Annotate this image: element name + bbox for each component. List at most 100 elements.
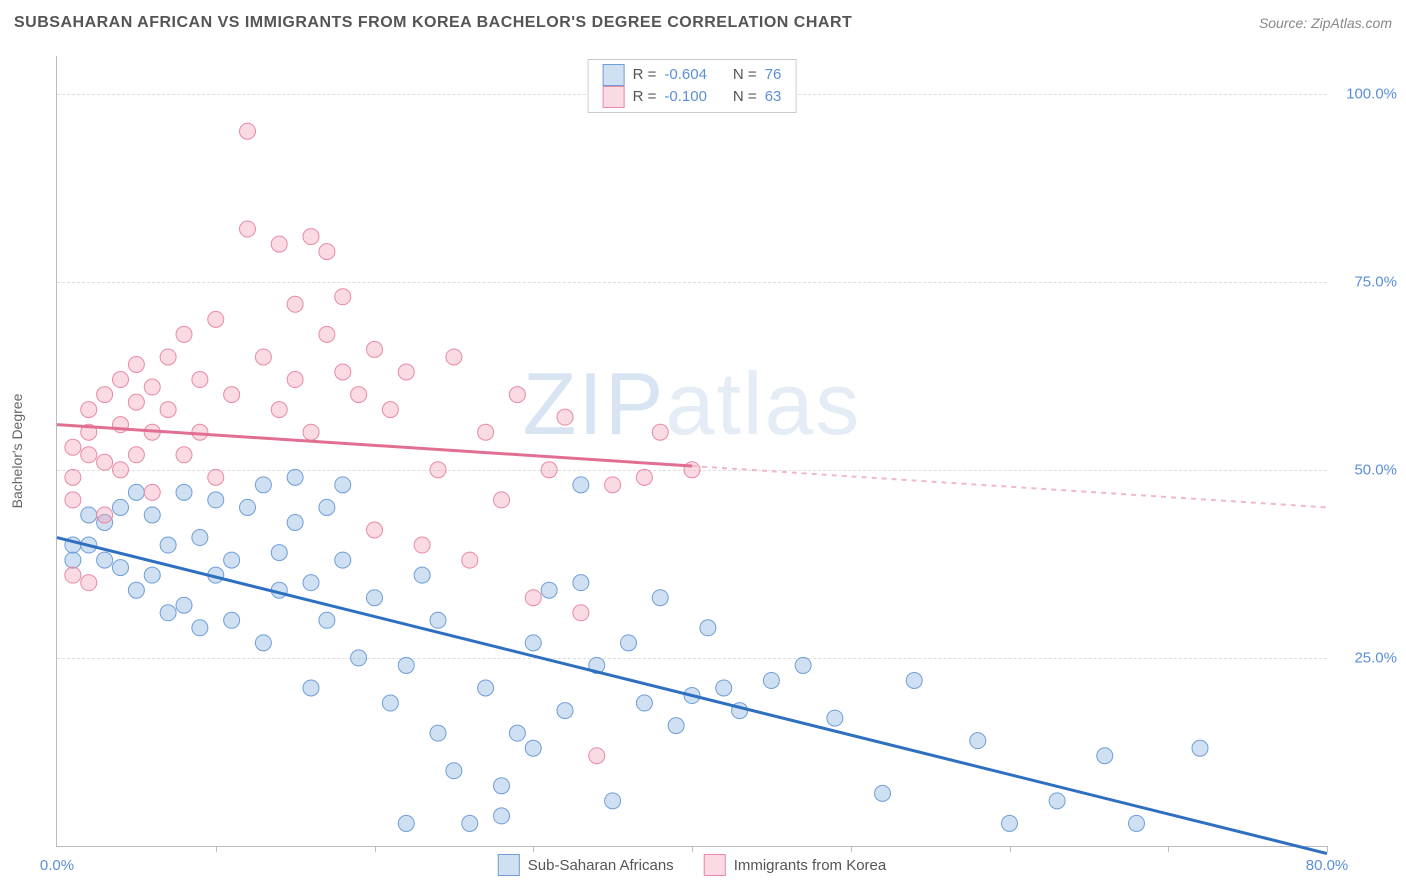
scatter-point xyxy=(1192,740,1208,756)
scatter-point xyxy=(176,447,192,463)
scatter-point xyxy=(414,537,430,553)
scatter-point xyxy=(335,552,351,568)
scatter-point xyxy=(319,499,335,515)
chart-title: SUBSAHARAN AFRICAN VS IMMIGRANTS FROM KO… xyxy=(14,14,852,32)
legend-series-item: Immigrants from Korea xyxy=(704,854,887,876)
x-tick-label: 80.0% xyxy=(1306,857,1349,874)
scatter-point xyxy=(335,477,351,493)
scatter-point xyxy=(446,349,462,365)
scatter-point xyxy=(160,402,176,418)
scatter-svg xyxy=(57,56,1327,846)
y-tick-label: 75.0% xyxy=(1337,273,1397,290)
trend-line xyxy=(57,425,692,466)
scatter-point xyxy=(557,409,573,425)
scatter-point xyxy=(462,552,478,568)
scatter-point xyxy=(287,372,303,388)
scatter-point xyxy=(621,635,637,651)
x-tick xyxy=(375,846,376,852)
scatter-point xyxy=(367,522,383,538)
scatter-point xyxy=(144,379,160,395)
plot-area: ZIPatlas Bachelor's Degree 25.0%50.0%75.… xyxy=(56,56,1327,847)
scatter-point xyxy=(271,402,287,418)
legend-r-value: -0.100 xyxy=(664,86,707,108)
scatter-point xyxy=(605,477,621,493)
scatter-point xyxy=(398,364,414,380)
scatter-point xyxy=(494,492,510,508)
x-tick-label: 0.0% xyxy=(40,857,74,874)
scatter-point xyxy=(605,793,621,809)
x-tick xyxy=(851,846,852,852)
source-attribution: Source: ZipAtlas.com xyxy=(1259,15,1392,31)
scatter-point xyxy=(636,695,652,711)
scatter-point xyxy=(478,680,494,696)
x-tick xyxy=(533,846,534,852)
scatter-point xyxy=(668,718,684,734)
scatter-point xyxy=(224,612,240,628)
scatter-point xyxy=(398,815,414,831)
legend-r-value: -0.604 xyxy=(664,64,707,86)
scatter-point xyxy=(652,424,668,440)
title-bar: SUBSAHARAN AFRICAN VS IMMIGRANTS FROM KO… xyxy=(14,14,1392,32)
scatter-point xyxy=(430,725,446,741)
legend-correlation: R =-0.604N =76R =-0.100N =63 xyxy=(588,59,797,113)
scatter-point xyxy=(255,635,271,651)
scatter-point xyxy=(65,552,81,568)
scatter-point xyxy=(192,620,208,636)
y-axis-label: Bachelor's Degree xyxy=(9,394,25,509)
scatter-point xyxy=(97,387,113,403)
scatter-point xyxy=(240,499,256,515)
scatter-point xyxy=(525,635,541,651)
scatter-point xyxy=(795,657,811,673)
scatter-point xyxy=(525,740,541,756)
scatter-point xyxy=(255,477,271,493)
scatter-point xyxy=(192,372,208,388)
scatter-point xyxy=(525,590,541,606)
legend-swatch xyxy=(603,64,625,86)
y-tick-label: 100.0% xyxy=(1337,85,1397,102)
scatter-point xyxy=(97,454,113,470)
scatter-point xyxy=(192,530,208,546)
scatter-point xyxy=(589,748,605,764)
scatter-point xyxy=(827,710,843,726)
scatter-point xyxy=(113,372,129,388)
scatter-point xyxy=(573,605,589,621)
y-tick-label: 50.0% xyxy=(1337,461,1397,478)
scatter-point xyxy=(716,680,732,696)
legend-swatch xyxy=(603,86,625,108)
trend-line-extrapolated xyxy=(692,466,1327,507)
legend-series-label: Sub-Saharan Africans xyxy=(528,857,674,874)
scatter-point xyxy=(144,484,160,500)
legend-swatch xyxy=(704,854,726,876)
scatter-point xyxy=(81,402,97,418)
x-tick xyxy=(1327,846,1328,852)
legend-r-label: R = xyxy=(633,64,657,86)
scatter-point xyxy=(446,763,462,779)
scatter-point xyxy=(160,537,176,553)
scatter-point xyxy=(176,326,192,342)
x-tick xyxy=(216,846,217,852)
scatter-point xyxy=(970,733,986,749)
scatter-point xyxy=(430,612,446,628)
scatter-point xyxy=(144,567,160,583)
scatter-point xyxy=(1002,815,1018,831)
legend-row: R =-0.604N =76 xyxy=(603,64,782,86)
scatter-point xyxy=(351,650,367,666)
scatter-point xyxy=(700,620,716,636)
scatter-point xyxy=(875,785,891,801)
scatter-point xyxy=(319,244,335,260)
legend-n-label: N = xyxy=(733,64,757,86)
scatter-point xyxy=(113,560,129,576)
scatter-point xyxy=(303,680,319,696)
x-tick xyxy=(1168,846,1169,852)
scatter-point xyxy=(1097,748,1113,764)
scatter-point xyxy=(541,582,557,598)
scatter-point xyxy=(160,605,176,621)
y-tick-label: 25.0% xyxy=(1337,649,1397,666)
scatter-point xyxy=(351,387,367,403)
scatter-point xyxy=(382,402,398,418)
scatter-point xyxy=(224,552,240,568)
scatter-point xyxy=(494,778,510,794)
scatter-point xyxy=(65,492,81,508)
scatter-point xyxy=(509,725,525,741)
scatter-point xyxy=(652,590,668,606)
